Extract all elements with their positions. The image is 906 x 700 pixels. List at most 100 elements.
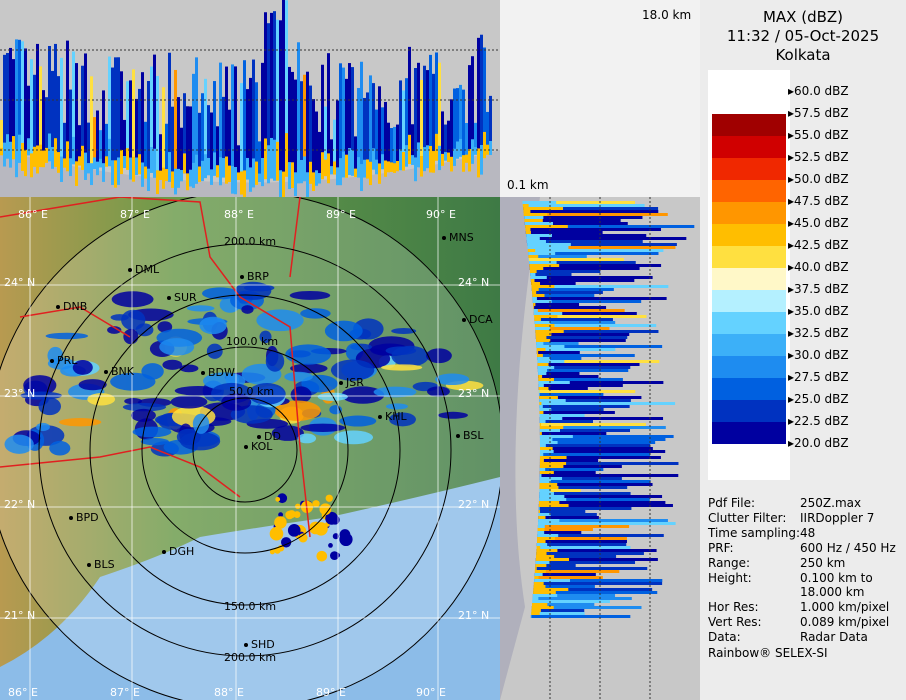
echo-core: [534, 318, 541, 321]
echo-row: [523, 207, 659, 210]
city-label: DML: [135, 263, 160, 276]
echo-column: [429, 54, 432, 162]
echo-core: [538, 378, 554, 381]
echo-column: [441, 111, 444, 160]
echo-column: [9, 47, 12, 152]
echo-core: [539, 474, 542, 477]
echo-row: [536, 552, 644, 555]
echo-column: [372, 83, 375, 169]
echo-row: [524, 222, 628, 225]
echo-core: [129, 157, 132, 180]
city-dot: [50, 359, 54, 363]
echo-core: [9, 141, 12, 168]
longitude-label: 90° E: [426, 208, 456, 221]
corner-panel: 18.0 km 0.1 km: [500, 0, 700, 197]
echo-column: [69, 89, 72, 161]
info-value: 250Z.max: [800, 496, 862, 510]
echo-core: [33, 146, 36, 167]
echo-core: [539, 468, 546, 471]
legend-swatch: [712, 312, 786, 334]
echo: [174, 385, 222, 396]
echo-column: [225, 66, 228, 176]
echo-core: [87, 163, 90, 174]
echo: [49, 440, 71, 456]
echo-core: [102, 163, 105, 182]
info-value: 0.089 km/pixel: [800, 615, 890, 629]
city-dot: [244, 445, 248, 449]
echo-row: [535, 561, 636, 564]
echo-core: [15, 148, 18, 178]
echo-row: [535, 333, 630, 336]
echo-column: [309, 85, 312, 174]
echo-core: [459, 138, 462, 157]
city-dot: [462, 318, 466, 322]
echo-row: [529, 270, 601, 273]
echo-column: [381, 107, 384, 168]
echo-core: [537, 540, 546, 543]
echo: [289, 290, 331, 300]
echo-row: [539, 477, 622, 480]
echo-core: [532, 597, 539, 600]
echo-core: [75, 161, 78, 186]
echo-row: [539, 486, 628, 489]
echo-core: [357, 157, 360, 178]
echo-core: [537, 528, 545, 531]
echo-core: [531, 612, 540, 615]
legend-label: ▸20.0 dBZ: [788, 436, 849, 450]
echo-core: [426, 145, 429, 169]
echo-core: [538, 510, 541, 513]
echo-core: [201, 160, 204, 182]
sea: [0, 477, 500, 700]
echo-column: [75, 63, 78, 162]
legend-label: ▸47.5 dBZ: [788, 194, 849, 208]
city-dot: [104, 370, 108, 374]
echo-core: [288, 162, 291, 190]
footer: Rainbow® SELEX-SI: [708, 646, 828, 660]
echo-column: [354, 136, 357, 171]
echo-column: [231, 64, 234, 176]
echo-column: [468, 65, 471, 156]
echo-core: [198, 166, 201, 182]
echo: [285, 344, 332, 365]
echo-core: [141, 162, 144, 187]
timestamp: 11:32 / 05-Oct-2025: [726, 27, 880, 45]
echo-core: [533, 309, 538, 312]
echo-core: [12, 136, 15, 160]
echo-core: [372, 148, 375, 170]
echo-core: [183, 153, 186, 174]
info-key: Data:: [708, 630, 741, 644]
echo-core: [81, 145, 84, 170]
echo-core: [348, 148, 351, 175]
echo-column: [186, 106, 189, 174]
echo: [297, 433, 317, 444]
echo-core: [539, 417, 563, 420]
echo-core: [535, 567, 537, 570]
echo-column: [333, 119, 336, 173]
echo-core: [539, 420, 546, 423]
echo-column: [174, 69, 177, 173]
echo-column: [402, 90, 405, 165]
echo-core: [255, 161, 258, 185]
echo-row: [539, 423, 646, 426]
echo-row: [530, 273, 572, 276]
echo-core: [441, 153, 444, 166]
echo-core: [539, 402, 542, 405]
echo-core: [396, 161, 399, 172]
echo-core: [535, 336, 547, 339]
echo-core: [537, 531, 545, 534]
echo-column: [345, 78, 348, 172]
echo-core: [285, 133, 288, 177]
echo-core: [526, 240, 546, 243]
echo-column: [384, 101, 387, 167]
border: [0, 197, 311, 538]
echo-core: [39, 144, 42, 168]
echo-row: [533, 591, 658, 594]
legend-label: ▸55.0 dBZ: [788, 128, 849, 142]
echo-column: [378, 86, 381, 168]
echo-column: [321, 64, 324, 174]
echo-core: [538, 387, 549, 390]
echo-core: [387, 161, 390, 173]
echo-core: [535, 561, 550, 564]
echo: [176, 428, 201, 446]
echo-core: [538, 381, 570, 384]
